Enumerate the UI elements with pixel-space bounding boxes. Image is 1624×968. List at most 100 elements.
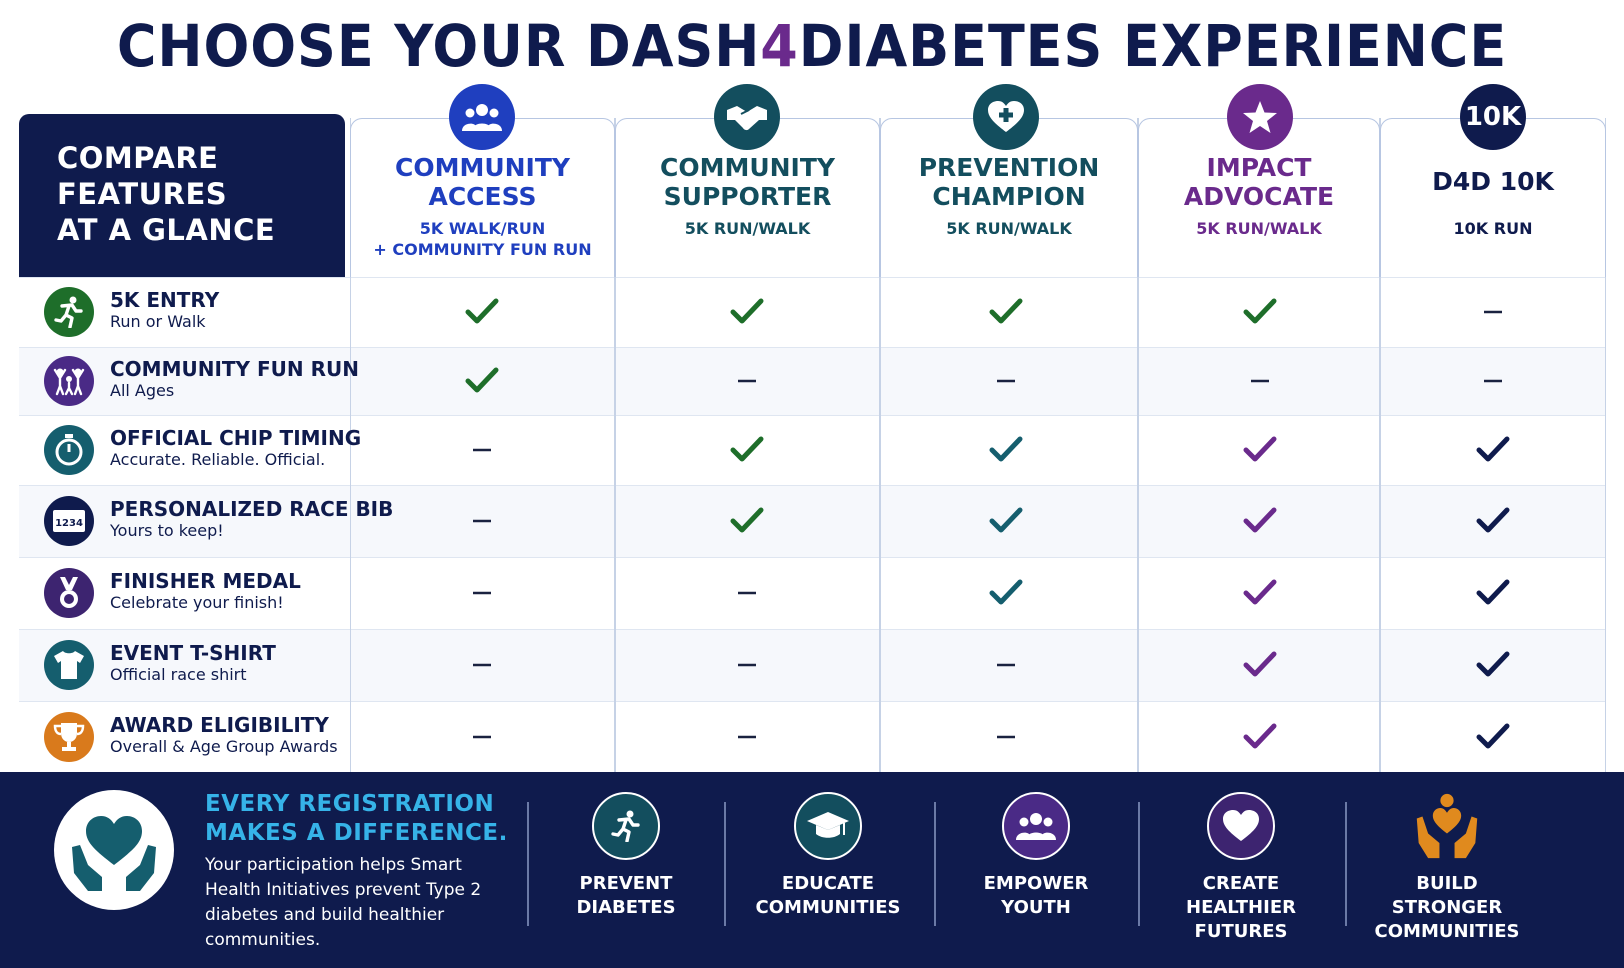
feature-description: Yours to keep! bbox=[110, 521, 224, 540]
footer-impact-label: EMPOWER YOUTH bbox=[951, 872, 1121, 920]
footer-impact-label-line: COMMUNITIES bbox=[1374, 921, 1520, 942]
dash-icon bbox=[464, 506, 500, 536]
handshake-icon bbox=[714, 84, 780, 150]
footer-divider bbox=[934, 802, 936, 926]
runner-icon bbox=[592, 792, 660, 860]
tshirt-icon bbox=[44, 640, 94, 690]
plan-name: SUPPORTER bbox=[663, 182, 832, 211]
dash-icon bbox=[988, 722, 1024, 752]
graduation-cap-icon bbox=[794, 792, 862, 860]
footer-impact-item: EMPOWER YOUTH bbox=[951, 792, 1121, 920]
compare-header-line: FEATURES bbox=[57, 177, 228, 211]
footer-body-text: Your participation helps Smart Health In… bbox=[205, 855, 482, 950]
table-row bbox=[19, 277, 1606, 347]
feature-description: Overall & Age Group Awards bbox=[110, 736, 338, 756]
plan-subtitle: 5K RUN/WALK bbox=[946, 219, 1072, 238]
footer-impact-label: CREATE HEALTHIER FUTURES bbox=[1156, 872, 1326, 944]
plan-column bbox=[615, 118, 880, 772]
page-title: CHOOSE YOUR DASH4DIABETES EXPERIENCE bbox=[116, 12, 1508, 80]
footer-impact-label-line: CREATE bbox=[1202, 873, 1280, 894]
checkmark-icon bbox=[988, 297, 1024, 327]
feature-title: EVENT T-SHIRT bbox=[110, 641, 276, 665]
group-icon bbox=[449, 84, 515, 150]
plan-column bbox=[880, 118, 1138, 772]
feature-title: 5K ENTRY bbox=[110, 288, 220, 312]
heart-icon bbox=[1207, 792, 1275, 860]
footer-impact-label-line: HEALTHIER bbox=[1186, 897, 1296, 918]
dash-icon bbox=[729, 366, 765, 396]
hands-heart-icon bbox=[54, 790, 174, 910]
dash-icon bbox=[729, 578, 765, 608]
checkmark-icon bbox=[1242, 722, 1278, 752]
compare-features-header: COMPARE FEATURES AT A GLANCE bbox=[19, 114, 345, 277]
dash-icon bbox=[1475, 297, 1511, 327]
medal-icon bbox=[44, 568, 94, 618]
trophy-icon bbox=[44, 711, 94, 762]
footer-divider bbox=[1345, 802, 1347, 926]
checkmark-icon bbox=[988, 435, 1024, 465]
group-icon bbox=[1002, 792, 1070, 860]
footer-impact-item: BUILD STRONGER COMMUNITIES bbox=[1362, 792, 1532, 944]
plan-column bbox=[1138, 118, 1380, 772]
footer-impact-label-line: DIABETES bbox=[576, 897, 676, 918]
feature-description: All Ages bbox=[110, 381, 175, 400]
hands-heart-icon bbox=[1413, 792, 1481, 860]
checkmark-icon bbox=[729, 506, 765, 536]
footer-banner: EVERY REGISTRATION MAKES A DIFFERENCE. Y… bbox=[0, 772, 1624, 968]
checkmark-icon bbox=[729, 435, 765, 465]
table-row bbox=[19, 347, 1606, 415]
plan-header: IMPACT ADVOCATE 5K RUN/WALK bbox=[1138, 118, 1380, 277]
plan-subtitle: + COMMUNITY FUN RUN bbox=[373, 240, 592, 259]
dash-icon bbox=[464, 722, 500, 752]
table-row bbox=[19, 701, 1606, 772]
plan-subtitle: 5K RUN/WALK bbox=[684, 219, 811, 238]
plan-name: CHAMPION bbox=[932, 182, 1086, 211]
footer-impact-label: EDUCATE COMMUNITIES bbox=[743, 872, 913, 920]
plan-name: COMMUNITY bbox=[394, 153, 571, 182]
footer-impact-item: PREVENT DIABETES bbox=[541, 792, 711, 920]
checkmark-icon bbox=[1475, 506, 1511, 536]
footer-impact-label: BUILD STRONGER COMMUNITIES bbox=[1362, 872, 1532, 944]
star-icon bbox=[1227, 84, 1293, 150]
table-row bbox=[19, 485, 1606, 557]
feature-title: COMMUNITY FUN RUN bbox=[110, 357, 359, 381]
footer-heading: EVERY REGISTRATION MAKES A DIFFERENCE. bbox=[205, 791, 508, 846]
footer-divider bbox=[527, 802, 529, 926]
footer-impact-item: CREATE HEALTHIER FUTURES bbox=[1156, 792, 1326, 944]
dash-icon bbox=[988, 650, 1024, 680]
dash-icon bbox=[988, 366, 1024, 396]
dash-icon bbox=[1475, 366, 1511, 396]
dash-icon bbox=[464, 650, 500, 680]
plan-column bbox=[350, 118, 615, 772]
checkmark-icon bbox=[464, 366, 500, 396]
checkmark-icon bbox=[1475, 578, 1511, 608]
checkmark-icon bbox=[729, 297, 765, 327]
checkmark-icon bbox=[1242, 578, 1278, 608]
feature-description: Official race shirt bbox=[110, 665, 247, 684]
footer-impact-label-line: EMPOWER bbox=[983, 873, 1089, 894]
footer-impact-label-line: EDUCATE bbox=[781, 873, 875, 894]
feature-title: PERSONALIZED RACE BIB bbox=[110, 497, 394, 521]
feature-description: Run or Walk bbox=[110, 312, 206, 331]
compare-header-line: COMPARE bbox=[57, 141, 219, 175]
feature-title: AWARD ELIGIBILITY bbox=[110, 712, 329, 737]
race-bib-icon: 1234 bbox=[44, 496, 94, 546]
footer-impact-label-line: FUTURES bbox=[1194, 921, 1288, 942]
checkmark-icon bbox=[1475, 435, 1511, 465]
dash-icon bbox=[464, 578, 500, 608]
plan-column bbox=[1380, 118, 1606, 772]
footer-impact-label-line: STRONGER bbox=[1391, 897, 1503, 918]
feature-title: OFFICIAL CHIP TIMING bbox=[110, 426, 362, 450]
checkmark-icon bbox=[988, 578, 1024, 608]
checkmark-icon bbox=[1242, 297, 1278, 327]
plan-name: D4D 10K bbox=[1432, 167, 1554, 196]
checkmark-icon bbox=[988, 506, 1024, 536]
dash-icon bbox=[464, 435, 500, 465]
footer-divider bbox=[724, 802, 726, 926]
footer-impact-label-line: PREVENT bbox=[579, 873, 673, 894]
feature-description: Accurate. Reliable. Official. bbox=[110, 450, 326, 469]
plan-subtitle: 5K WALK/RUN bbox=[419, 219, 546, 238]
plan-header: COMMUNITY ACCESS 5K WALK/RUN + COMMUNITY FU… bbox=[350, 118, 615, 277]
plan-subtitle: 10K RUN bbox=[1453, 219, 1533, 238]
table-row bbox=[19, 629, 1606, 701]
